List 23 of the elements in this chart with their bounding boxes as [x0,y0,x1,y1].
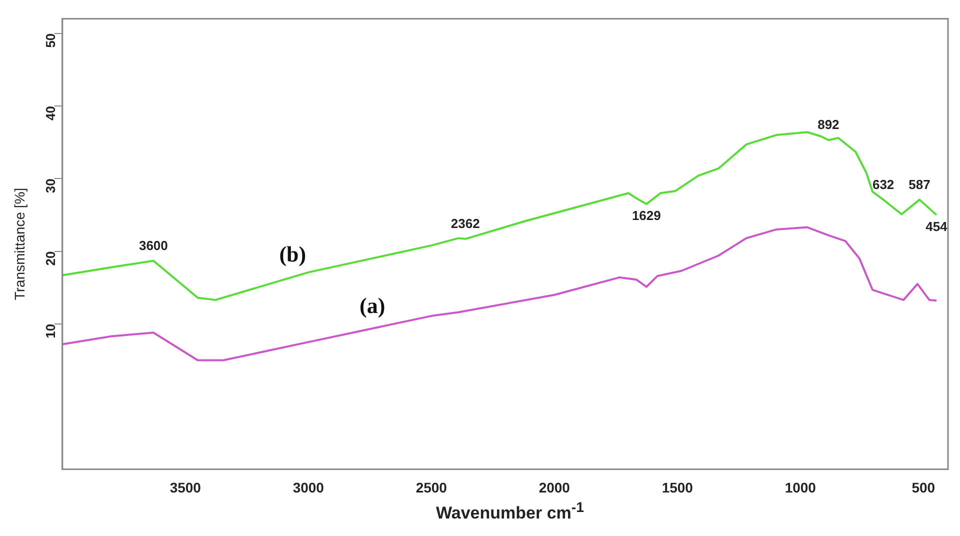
y-axis-title: Transmittance [%] [11,188,28,300]
x-tick-label: 1500 [662,479,694,496]
x-tick-label: 2000 [538,479,570,496]
annotation: 3600 [138,238,168,253]
annotation: 454 [926,219,948,234]
annotation: 632 [872,176,894,192]
x-tick-label: 2500 [416,479,448,496]
y-tick-label: 50 [42,33,58,48]
annotation: 1629 [632,208,661,224]
y-tick-label: 20 [42,251,58,266]
annotation: 587 [908,176,930,192]
x-tick-label: 1000 [784,479,816,496]
series-label: (a) [360,293,386,318]
x-tick-label: 3500 [170,479,202,496]
annotation: 892 [818,117,840,132]
y-tick-label: 10 [42,324,58,338]
y-tick-label: 40 [42,106,58,120]
x-axis-title: Wavenumber cm$^{-1}$ [434,500,585,524]
series-label: (b) [279,242,306,267]
annotation: 2362 [450,216,480,231]
x-tick-label: 500 [912,479,936,496]
x-tick-label: 3000 [292,479,324,496]
y-tick-label: 30 [42,178,58,194]
